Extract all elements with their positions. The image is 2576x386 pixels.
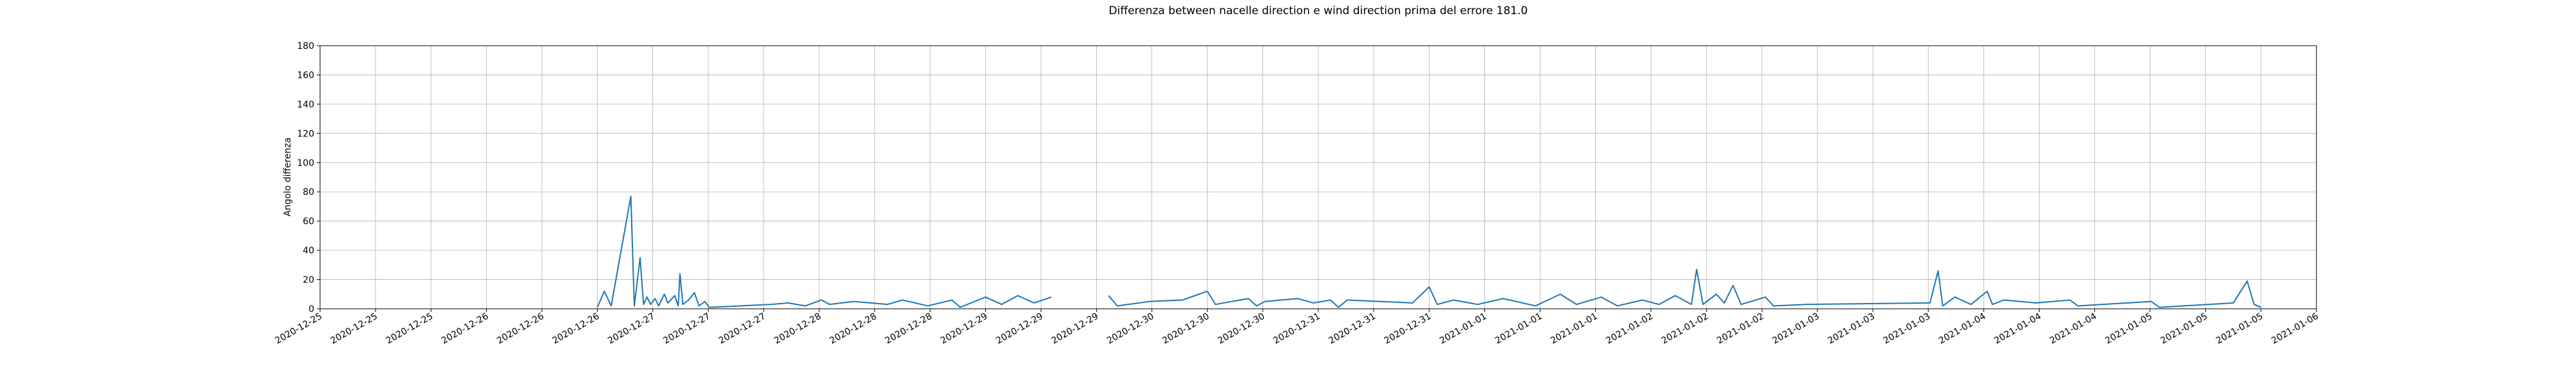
x-tick-label: 2021-01-05 [2214, 311, 2264, 347]
x-tick-label: 2020-12-25 [384, 311, 435, 347]
y-tick-label: 180 [297, 41, 314, 51]
x-tick-label: 2020-12-26 [551, 311, 601, 347]
x-tick-label: 2020-12-29 [994, 311, 1045, 347]
x-tick-label: 2020-12-31 [1272, 311, 1322, 347]
y-tick-label: 120 [297, 129, 314, 139]
y-tick-label: 0 [308, 304, 314, 315]
x-tick-label: 2021-01-05 [2103, 311, 2154, 347]
x-tick-label: 2021-01-01 [1438, 311, 1488, 347]
x-tick-label: 2021-01-04 [1993, 311, 2043, 347]
x-tick-label: 2021-01-03 [1826, 311, 1877, 347]
x-tick-label: 2021-01-06 [2270, 311, 2321, 347]
y-tick-label: 40 [303, 246, 314, 256]
x-tick-label: 2021-01-02 [1604, 311, 1654, 347]
x-tick-label: 2020-12-25 [274, 311, 324, 347]
x-tick-label: 2021-01-04 [2048, 311, 2099, 347]
x-tick-label: 2020-12-30 [1105, 311, 1155, 347]
x-tick-label: 2020-12-25 [329, 311, 379, 347]
axes-frame [319, 45, 2317, 309]
data-line [596, 196, 2262, 308]
x-tick-label: 2020-12-30 [1216, 311, 1266, 347]
x-tick-label: 2021-01-02 [1715, 311, 1765, 347]
y-axis-label: Angolo differenza [283, 138, 293, 217]
x-tick-label: 2020-12-27 [606, 311, 656, 347]
y-tick-label: 20 [303, 275, 314, 286]
x-tick-label: 2021-01-02 [1660, 311, 1710, 347]
x-tick-label: 2020-12-29 [1050, 311, 1100, 347]
x-tick-label: 2020-12-27 [661, 311, 712, 347]
x-tick-label: 2020-12-28 [884, 311, 934, 347]
y-tick-label: 160 [297, 70, 314, 80]
x-tick-label: 2020-12-26 [495, 311, 546, 347]
y-tick-label: 100 [297, 158, 314, 169]
x-tick-label: 2020-12-29 [939, 311, 989, 347]
x-tick-label: 2020-12-28 [773, 311, 823, 347]
x-tick-label: 2020-12-26 [440, 311, 491, 347]
x-tick-label: 2021-01-03 [1882, 311, 1932, 347]
x-tick-label: 2020-12-31 [1383, 311, 1433, 347]
x-tick-label: 2020-12-28 [828, 311, 878, 347]
x-tick-label: 2021-01-01 [1549, 311, 1599, 347]
chart-title: Differenza between nacelle direction e w… [1109, 5, 1528, 17]
x-tick-label: 2021-01-01 [1493, 311, 1544, 347]
x-tick-label: 2021-01-05 [2159, 311, 2209, 347]
x-tick-label: 2020-12-27 [717, 311, 767, 347]
x-tick-label: 2020-12-30 [1160, 311, 1211, 347]
x-tick-label: 2020-12-31 [1327, 311, 1378, 347]
x-tick-label: 2021-01-04 [1937, 311, 1988, 347]
y-tick-label: 60 [303, 217, 314, 227]
y-tick-label: 80 [303, 187, 314, 198]
x-tick-label: 2021-01-03 [1771, 311, 1821, 347]
y-tick-label: 140 [297, 100, 314, 110]
